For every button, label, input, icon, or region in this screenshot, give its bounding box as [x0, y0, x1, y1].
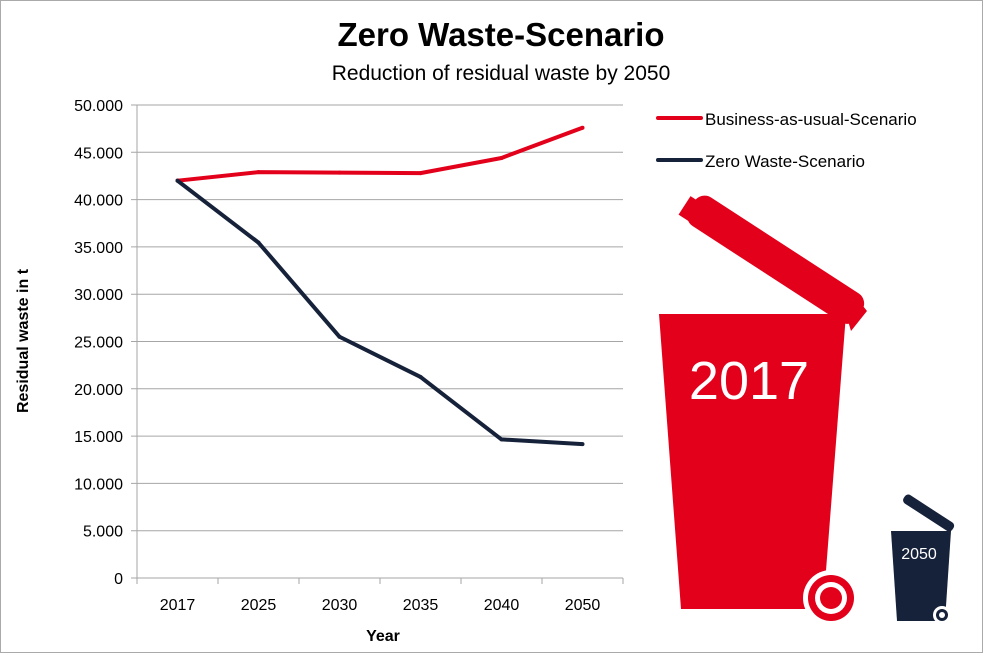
data-point — [499, 155, 504, 160]
y-tick-label: 30.000 — [74, 287, 123, 304]
legend-label: Business-as-usual-Scenario — [705, 110, 917, 129]
data-point — [256, 240, 261, 245]
data-point — [418, 171, 423, 176]
data-point — [580, 125, 585, 130]
x-tick-label: 2025 — [241, 597, 277, 614]
y-tick-label: 0 — [114, 571, 123, 588]
x-tick-label: 2040 — [484, 597, 520, 614]
x-tick-label: 2050 — [565, 597, 601, 614]
x-tick-label: 2017 — [160, 597, 196, 614]
y-tick-label: 25.000 — [74, 335, 123, 352]
data-point — [580, 442, 585, 447]
y-axis-label: Residual waste in t — [15, 268, 32, 413]
y-tick-label: 10.000 — [74, 476, 123, 493]
x-tick-label: 2035 — [403, 597, 439, 614]
y-tick-label: 35.000 — [74, 240, 123, 257]
small-bin-label: 2050 — [901, 546, 937, 563]
y-tick-label: 20.000 — [74, 382, 123, 399]
trash-bin-2017-icon: 2017 — [659, 195, 867, 626]
trash-bin-2050-icon: 2050 — [891, 494, 955, 624]
y-tick-label: 15.000 — [74, 429, 123, 446]
data-point — [337, 170, 342, 175]
data-point — [499, 437, 504, 442]
y-tick-label: 5.000 — [83, 524, 123, 541]
y-tick-label: 50.000 — [74, 98, 123, 115]
x-axis-label: Year — [366, 628, 400, 645]
data-point — [418, 374, 423, 379]
data-point — [256, 170, 261, 175]
big-bin-label: 2017 — [689, 351, 809, 411]
chart-title: Zero Waste-Scenario — [337, 16, 664, 53]
chart-subtitle: Reduction of residual waste by 2050 — [332, 62, 671, 85]
series-line-1 — [176, 179, 583, 447]
legend-label: Zero Waste-Scenario — [705, 152, 865, 171]
data-point — [175, 178, 180, 183]
y-tick-label: 45.000 — [74, 145, 123, 162]
series-line-0 — [177, 125, 584, 183]
x-tick-label: 2030 — [322, 597, 358, 614]
y-tick-label: 40.000 — [74, 193, 123, 210]
data-point — [337, 334, 342, 339]
